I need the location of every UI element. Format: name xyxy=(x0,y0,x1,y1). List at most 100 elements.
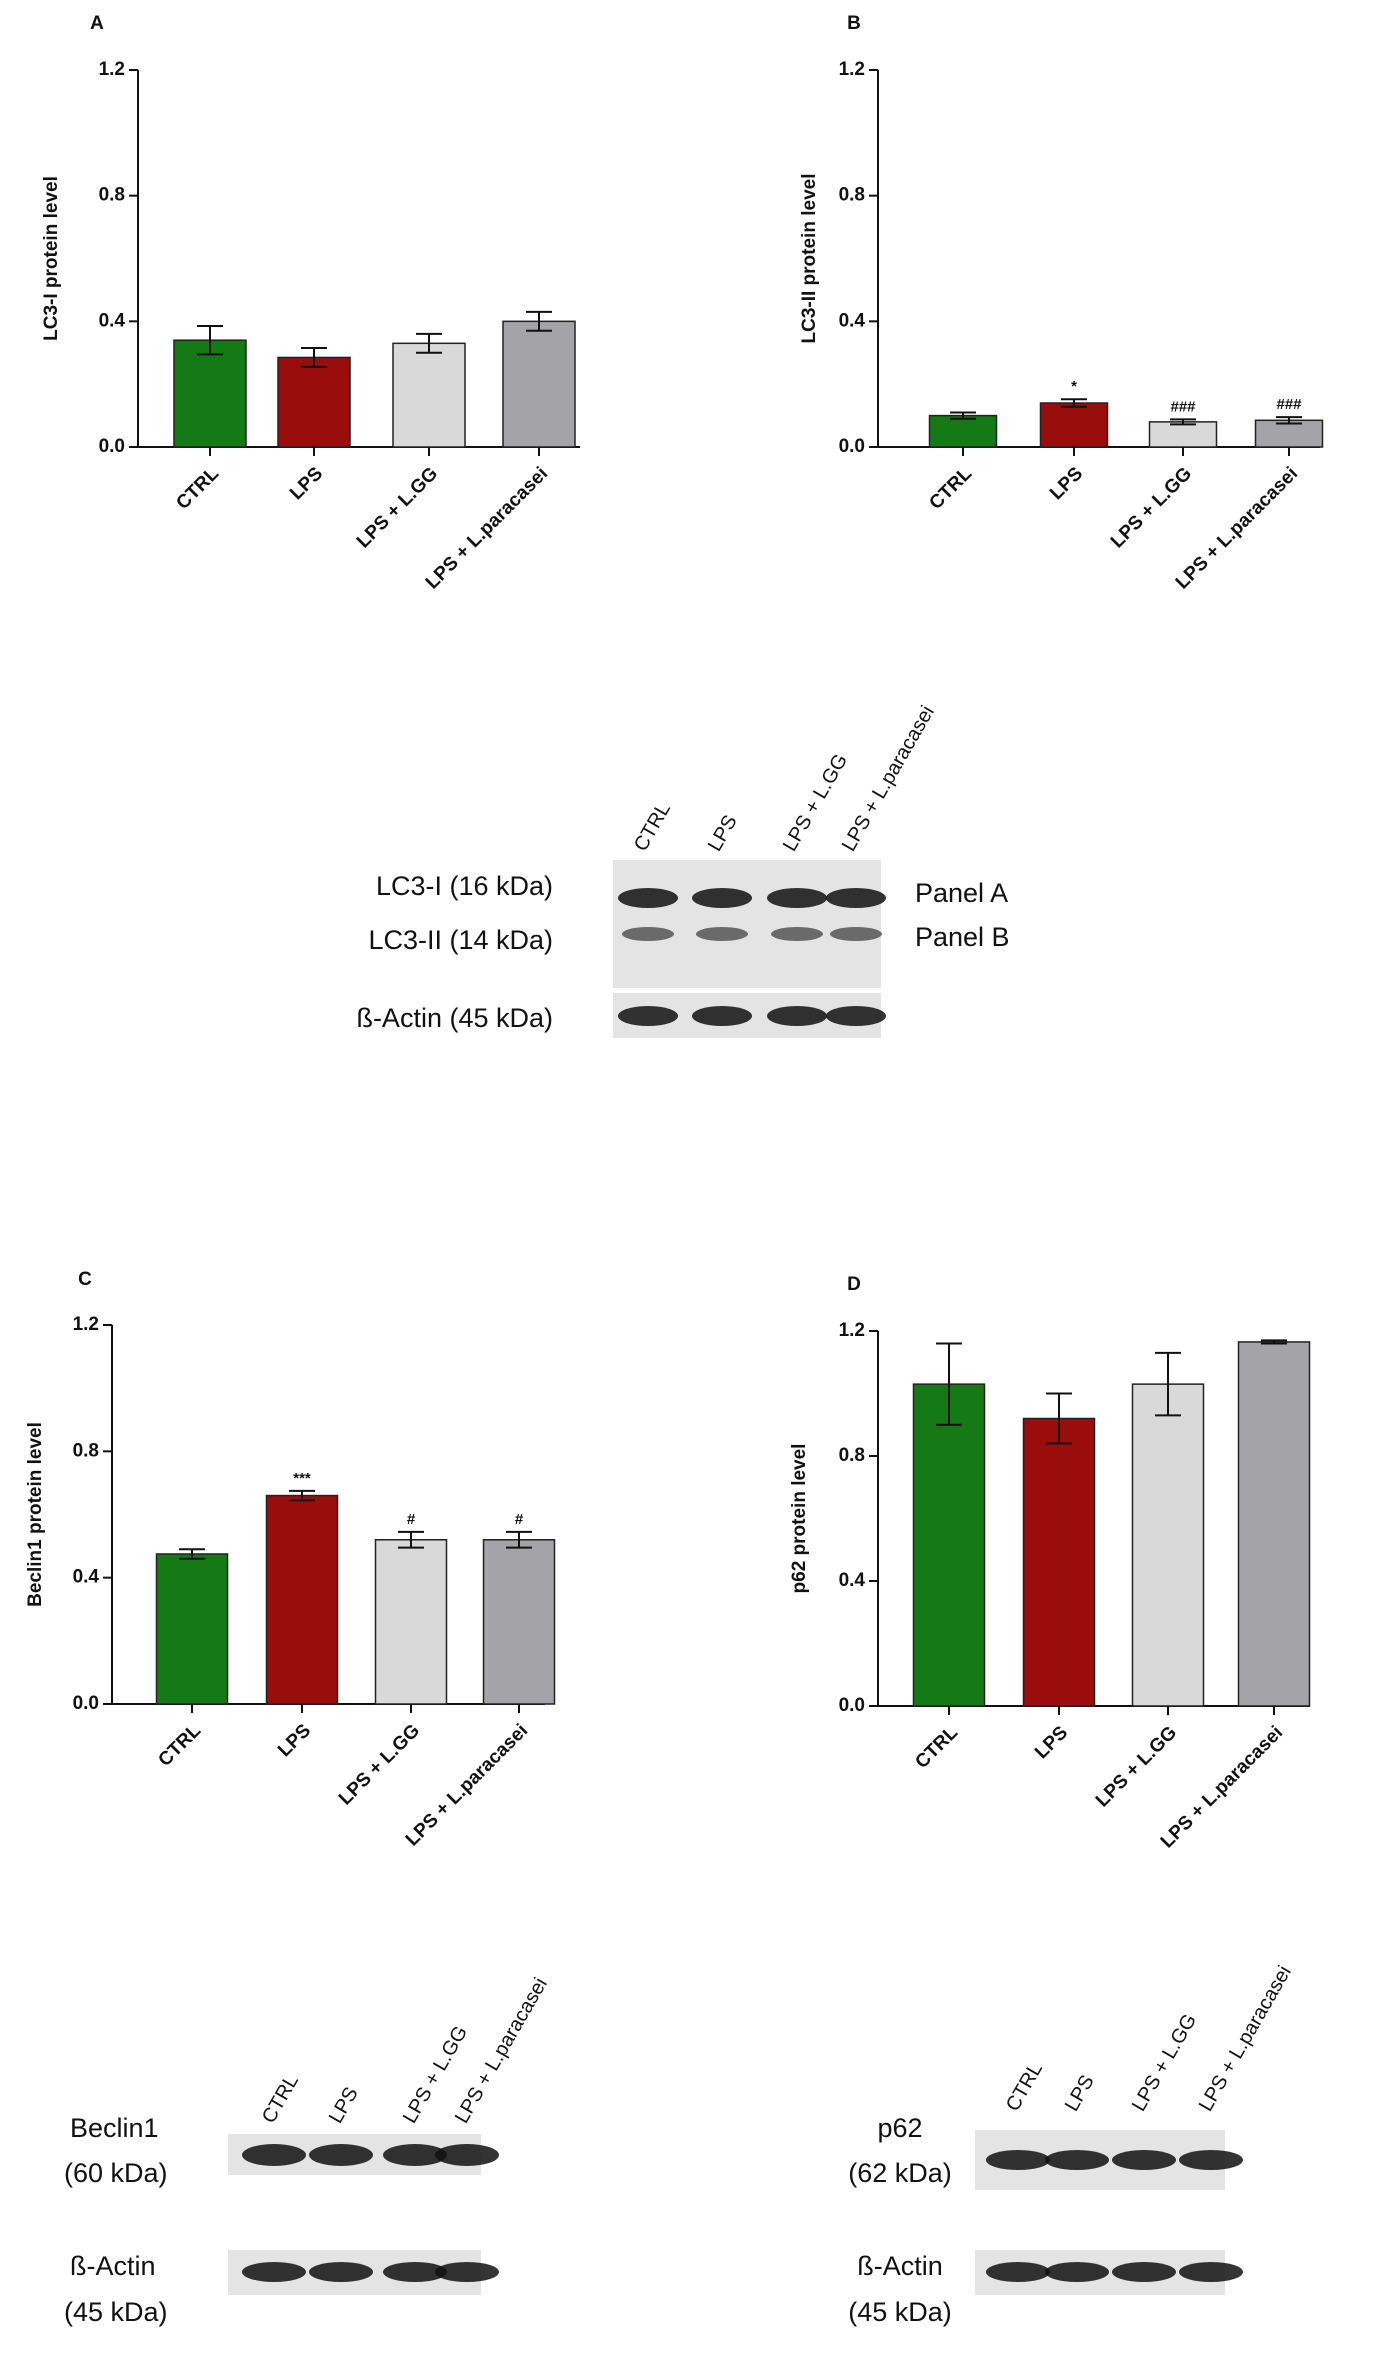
y-axis-label: p62 protein level xyxy=(789,1444,810,1594)
blot-band xyxy=(1045,2150,1109,2170)
lane-label: CTRL xyxy=(258,2071,303,2127)
x-tick-label: LPS + L.GG xyxy=(335,1720,424,1809)
error-bar xyxy=(936,1342,962,1426)
error-bar xyxy=(1170,418,1196,426)
blot-band xyxy=(767,888,827,908)
blot-band xyxy=(618,1006,678,1026)
blot-band xyxy=(1112,2262,1176,2282)
bar xyxy=(173,339,247,448)
blot-band xyxy=(383,2262,447,2282)
error-bar xyxy=(506,1530,532,1549)
y-tick-label: 0.8 xyxy=(839,185,865,206)
x-tick-label: LPS + L.GG xyxy=(353,463,442,552)
blot-label: ß-Actin xyxy=(70,2251,156,2281)
error-bar xyxy=(289,1489,315,1502)
panel-title: A xyxy=(90,13,104,34)
blot-band xyxy=(1179,2262,1243,2282)
bar xyxy=(1022,1417,1096,1707)
lane-label: CTRL xyxy=(630,799,675,855)
x-tick-label: CTRL xyxy=(172,463,223,514)
x-tick-label: CTRL xyxy=(911,1722,962,1773)
blot-band xyxy=(1045,2262,1109,2282)
blot-band xyxy=(1112,2150,1176,2170)
significance: # xyxy=(407,1511,416,1528)
blot-band xyxy=(383,2144,447,2166)
lane-label: LPS xyxy=(325,2083,363,2127)
x-tick-label: LPS + L.paracasei xyxy=(422,463,552,593)
lane-label: LPS xyxy=(1061,2071,1099,2115)
bar xyxy=(392,342,466,448)
bar xyxy=(1254,419,1324,448)
panel-ref: Panel A xyxy=(915,878,1008,908)
y-tick-label: 0.4 xyxy=(73,1567,100,1588)
error-bar xyxy=(1046,1392,1072,1445)
blot-band xyxy=(435,2262,499,2282)
blot-band xyxy=(309,2262,373,2282)
blot-label: ß-Actin (45 kDa) xyxy=(356,1003,553,1033)
significance: ### xyxy=(1170,398,1196,415)
x-tick-label: LPS xyxy=(274,1720,315,1761)
y-tick-label: 0.0 xyxy=(839,436,865,457)
blot-label: Beclin1 xyxy=(70,2113,159,2143)
blot-label: LC3-I (16 kDa) xyxy=(376,871,553,901)
error-bar xyxy=(1261,1339,1287,1345)
bar xyxy=(928,414,998,448)
bar xyxy=(1131,1383,1205,1707)
y-axis-label: Beclin1 protein level xyxy=(25,1422,46,1607)
blot-band xyxy=(309,2144,373,2166)
y-tick-label: 0.8 xyxy=(73,1440,99,1461)
x-tick-label: CTRL xyxy=(154,1720,205,1771)
y-tick-label: 1.2 xyxy=(839,1320,865,1341)
blot-band xyxy=(771,927,823,941)
x-tick-label: LPS + L.paracasei xyxy=(402,1720,532,1850)
panel-ref: Panel B xyxy=(915,922,1010,952)
error-bar xyxy=(526,310,552,332)
blot-band xyxy=(767,1006,827,1026)
blot-band xyxy=(242,2262,306,2282)
error-bar xyxy=(950,411,976,420)
y-tick-label: 0.0 xyxy=(73,1693,99,1714)
y-axis-label: LC3-I protein level xyxy=(41,176,62,341)
blot-strip xyxy=(613,860,881,988)
blot-label: ß-Actin xyxy=(857,2251,943,2281)
blot-band xyxy=(826,1006,886,1026)
bar xyxy=(482,1539,556,1705)
error-bar xyxy=(197,325,223,356)
bar xyxy=(374,1539,448,1705)
blot-band xyxy=(618,888,678,908)
x-tick-label: LPS xyxy=(1046,463,1087,504)
blot-band xyxy=(986,2262,1050,2282)
y-tick-label: 1.2 xyxy=(73,1314,99,1335)
lane-label: LPS + L.GG xyxy=(1128,2010,1201,2115)
y-tick-label: 1.2 xyxy=(99,59,125,80)
y-axis-label: LC3-II protein level xyxy=(799,174,820,344)
lane-label: LPS + L.paracasei xyxy=(1195,1962,1296,2115)
blot-band xyxy=(692,1006,752,1026)
y-tick-label: 1.2 xyxy=(839,59,865,80)
error-bar xyxy=(1276,416,1302,425)
blot-label: p62 xyxy=(877,2113,922,2143)
blot-label: (62 kDa) xyxy=(848,2158,952,2188)
bar xyxy=(155,1553,229,1705)
blot-band xyxy=(242,2144,306,2166)
blot-band xyxy=(830,927,882,941)
blot-band xyxy=(692,888,752,908)
panel-title: D xyxy=(847,1274,861,1295)
blot-band xyxy=(696,927,748,941)
blot-band xyxy=(826,888,886,908)
y-tick-label: 0.0 xyxy=(839,1695,865,1716)
x-tick-label: LPS xyxy=(286,463,327,504)
panel-title: C xyxy=(78,1269,92,1290)
significance: *** xyxy=(293,1470,311,1487)
blot-label: (45 kDa) xyxy=(64,2297,168,2327)
x-tick-label: LPS + L.GG xyxy=(1107,463,1196,552)
blot-label: (60 kDa) xyxy=(64,2158,168,2188)
lane-label: LPS + L.paracasei xyxy=(451,1974,552,2127)
error-bar xyxy=(179,1548,205,1560)
blot-band xyxy=(435,2144,499,2166)
blot-label: (45 kDa) xyxy=(848,2297,952,2327)
y-tick-label: 0.4 xyxy=(99,310,126,331)
blot-band xyxy=(622,927,674,941)
blot-band xyxy=(986,2150,1050,2170)
lane-label: CTRL xyxy=(1002,2059,1047,2115)
